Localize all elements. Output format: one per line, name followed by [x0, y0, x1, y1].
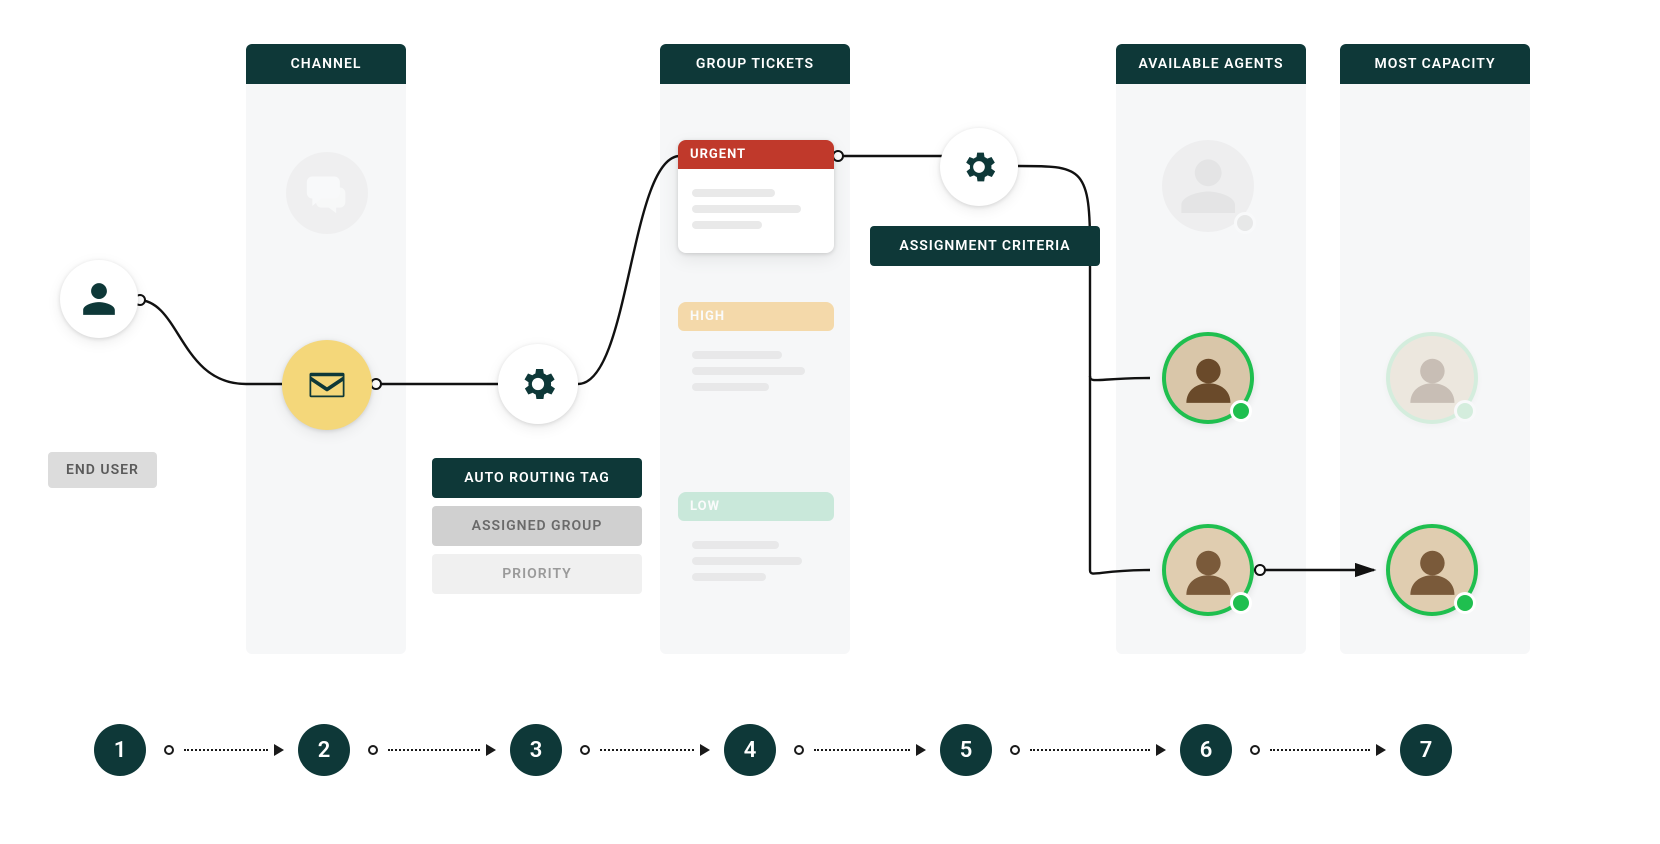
capacity-avatar-2: [1386, 524, 1478, 616]
person-silhouette-icon: [1403, 349, 1462, 408]
step-6: 6: [1180, 724, 1232, 776]
end-user-label: END USER: [48, 452, 157, 488]
column-agents-label: AVAILABLE AGENTS: [1116, 44, 1306, 84]
agent-avatar-1: [1162, 140, 1254, 232]
gear-icon: [517, 363, 559, 405]
ticket-card-high: HIGH: [678, 302, 834, 415]
diagram-stage: CHANNEL GROUP TICKETS AVAILABLE AGENTS M…: [30, 44, 1630, 814]
assignment-gear-node: [940, 128, 1018, 206]
pill-assignment-criteria: ASSIGNMENT CRITERIA: [870, 226, 1100, 266]
step-connector: [1250, 744, 1386, 756]
ticket-high-body: [678, 331, 834, 415]
step-5: 5: [940, 724, 992, 776]
person-silhouette-icon: [1176, 154, 1240, 218]
pill-assigned-group: ASSIGNED GROUP: [432, 506, 642, 546]
channel-chat-node: [286, 152, 368, 234]
step-3: 3: [510, 724, 562, 776]
capacity-avatar-1: [1386, 332, 1478, 424]
person-silhouette-icon: [1403, 541, 1462, 600]
flow-port: [1254, 564, 1266, 576]
person-silhouette-icon: [1179, 541, 1238, 600]
ticket-card-urgent: URGENT: [678, 140, 834, 253]
pill-priority: PRIORITY: [432, 554, 642, 594]
ticket-low-label: LOW: [678, 492, 834, 521]
ticket-high-label: HIGH: [678, 302, 834, 331]
ticket-card-low: LOW: [678, 492, 834, 605]
ticket-urgent-body: [678, 169, 834, 253]
pill-auto-routing-tag: AUTO ROUTING TAG: [432, 458, 642, 498]
ticket-low-body: [678, 521, 834, 605]
step-connector: [164, 744, 284, 756]
person-silhouette-icon: [1179, 349, 1238, 408]
step-connector: [368, 744, 496, 756]
step-7: 7: [1400, 724, 1452, 776]
step-1: 1: [94, 724, 146, 776]
column-channel-label: CHANNEL: [246, 44, 406, 84]
mail-icon: [306, 364, 348, 406]
gear-icon: [959, 147, 999, 187]
channel-email-node: [282, 340, 372, 430]
step-2: 2: [298, 724, 350, 776]
step-connector: [1010, 744, 1166, 756]
step-connector: [794, 744, 926, 756]
step-4: 4: [724, 724, 776, 776]
column-group-label: GROUP TICKETS: [660, 44, 850, 84]
agent-avatar-2: [1162, 332, 1254, 424]
step-connector: [580, 744, 710, 756]
agent-avatar-3: [1162, 524, 1254, 616]
routing-gear-node: [498, 344, 578, 424]
chat-icon: [305, 171, 349, 215]
ticket-urgent-label: URGENT: [678, 140, 834, 169]
person-icon: [80, 280, 118, 318]
end-user-node: [60, 260, 138, 338]
column-capacity-label: MOST CAPACITY: [1340, 44, 1530, 84]
